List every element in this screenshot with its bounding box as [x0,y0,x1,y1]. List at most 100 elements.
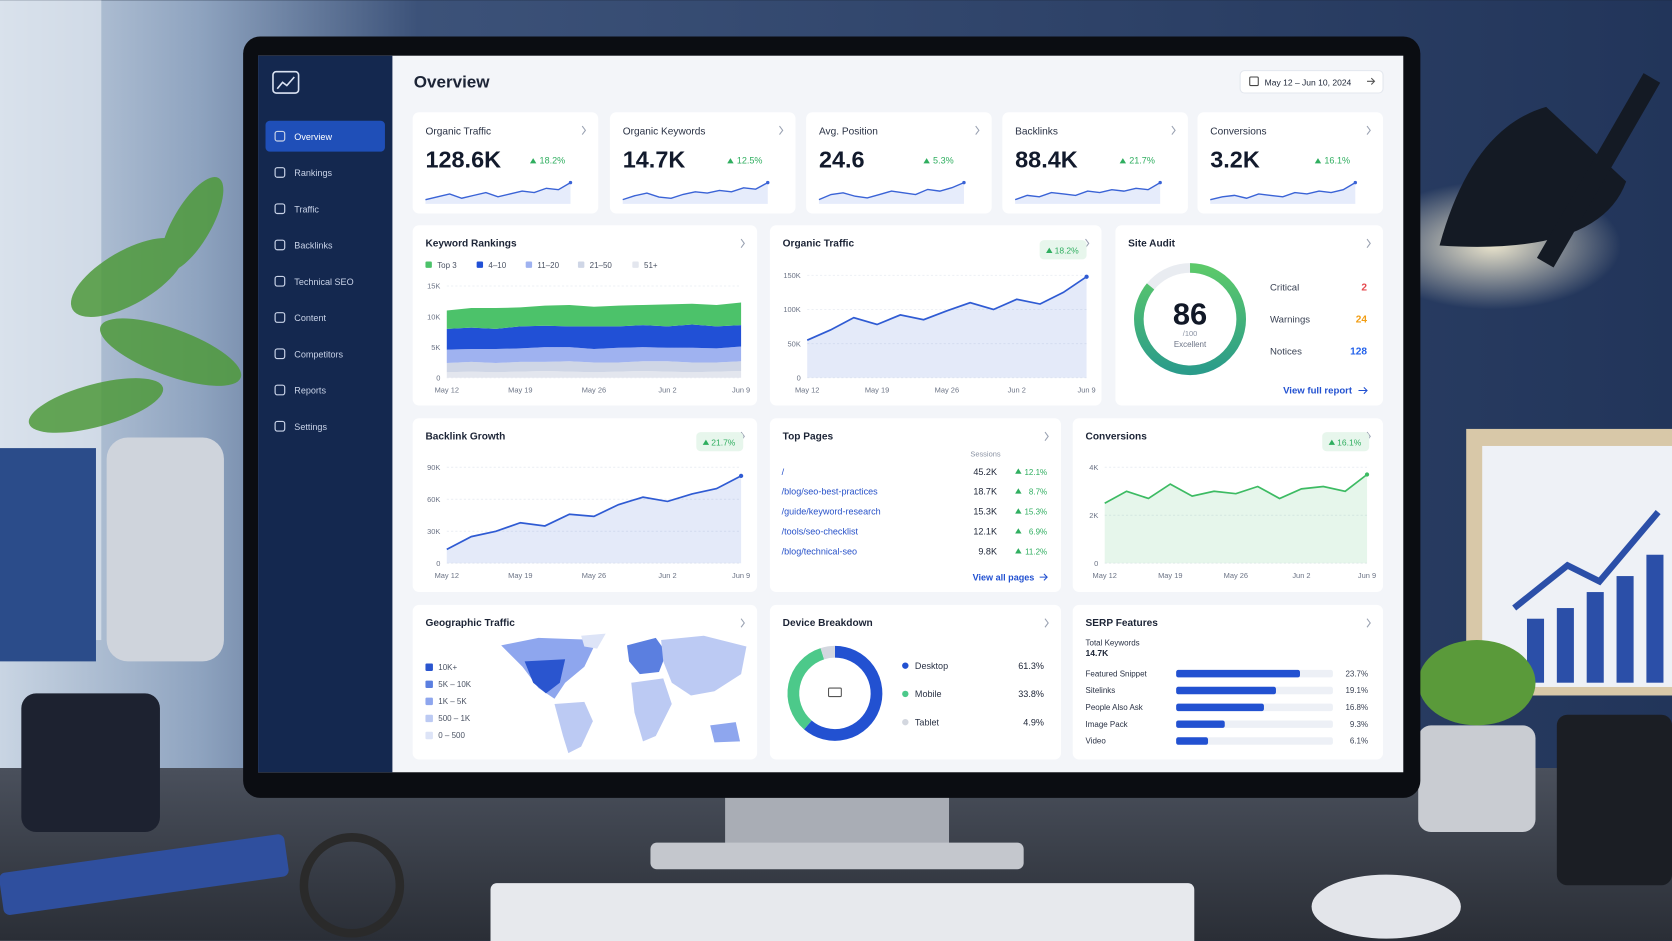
link[interactable]: View full report [1283,386,1353,397]
page-url[interactable]: /blog/technical-seo [782,547,857,557]
legend-label: Top 3 [437,261,457,270]
nav-active[interactable] [265,120,385,152]
legend-label: Mobile [915,689,942,699]
issue-label: Warnings [1270,314,1310,325]
chevron[interactable] [1085,238,1090,248]
up-arrow [727,158,734,164]
nav-icon [274,239,286,251]
bar-value: 23.7% [1345,669,1368,678]
nav-icon [274,348,286,360]
card: Organic Keywords 14.7K 12.5% [609,112,796,214]
chevron[interactable] [1044,431,1049,441]
y-tick-label: 0 [436,559,440,568]
card: Conversions 16.1% 0 2K 4K May 12 May 19 May 26 J… [1072,418,1384,593]
chevron[interactable] [1171,125,1176,135]
y-tick-label: 2K [1089,511,1098,520]
area-fill [446,475,742,564]
nav-item[interactable]: Technical SEO [294,277,353,287]
x-tick-label: May 12 [795,386,819,395]
line-end [1084,274,1089,279]
line-end [738,473,744,478]
total-label: Total Keywords [1086,638,1140,647]
sessions: 12.1K [973,527,997,537]
nav-item[interactable]: Reports [294,386,326,396]
y-tick-label: 10K [427,312,440,321]
x-tick-label: Jun 2 [1292,571,1310,580]
sessions: 45.2K [973,467,997,477]
y-tick-label: 60K [427,495,440,504]
nav-icon [274,275,286,287]
map-region [554,701,593,754]
up-arrow [1314,158,1322,164]
chevron[interactable] [1366,125,1371,135]
y-tick-label: 0 [797,373,801,382]
monitor-base [650,842,1024,870]
chevron[interactable] [740,618,745,628]
nav-item[interactable]: Settings [294,422,327,432]
y-tick-label: 15K [427,282,440,291]
nav-item[interactable]: Rankings [294,168,332,178]
nav-item[interactable]: Competitors [294,349,343,359]
bar [1176,686,1276,695]
map-region [524,659,566,694]
sparkline-end [1353,180,1358,185]
chevron[interactable] [1366,238,1371,248]
card-bg [1115,225,1384,406]
change: 8.7% [1029,488,1047,497]
card: Top Pages Sessions / 45.2K 12.1% /blog/seo-be… [769,418,1061,593]
notebook [0,834,289,915]
y-tick-label: 5K [431,343,440,352]
change: 11.2% [1025,548,1047,557]
page-url[interactable]: /tools/seo-checklist [782,527,859,537]
up-arrow [1015,508,1022,514]
nav-item[interactable]: Traffic [294,204,319,214]
date-picker[interactable]: May 12 – Jun 10, 2024 [1239,70,1384,94]
map-region [581,633,606,649]
link[interactable]: View all pages [973,572,1035,582]
kpi-change: 12.5% [737,155,763,165]
chevron[interactable] [740,238,745,248]
badge [1322,432,1370,452]
bar-track [1176,737,1333,745]
nav-item[interactable]: Overview [294,132,332,142]
badge-text: 21.7% [711,437,736,447]
nav-item[interactable]: Content [294,313,326,323]
legend-swatch [525,261,533,268]
nav-icon [274,167,286,178]
nav-icon [274,420,286,432]
chevron[interactable] [779,125,784,135]
sidebar [258,55,393,773]
nav-item[interactable]: Backlinks [294,241,333,251]
x-tick-label: Jun 9 [732,386,750,395]
page-url[interactable]: / [782,467,785,477]
chevron[interactable] [581,125,587,135]
area-fill [1104,474,1368,564]
up-arrow [1328,439,1336,445]
y-tick-label: 0 [436,373,440,382]
x-tick-label: May 12 [435,386,459,395]
y-tick-label: 4K [1089,463,1098,472]
legend-swatch [425,680,433,689]
legend-label: 21–50 [590,261,613,270]
page-url[interactable]: /blog/seo-best-practices [782,487,879,497]
stack-band [446,324,742,350]
card-title: Conversions [1086,432,1148,443]
sparkline-end [962,180,966,185]
chevron[interactable] [975,125,980,135]
x-tick-label: May 26 [582,571,606,580]
change: 12.1% [1024,468,1047,477]
up-arrow [1119,158,1127,164]
kpi-label: Backlinks [1015,127,1058,138]
legend-label: Tablet [915,717,940,727]
legend-dot [902,690,909,698]
page-url[interactable]: /guide/keyword-research [782,507,881,517]
magnifier [299,833,405,938]
date-range[interactable]: May 12 – Jun 10, 2024 [1265,78,1352,88]
card-bg [769,604,1061,760]
card-title: Backlink Growth [425,432,505,443]
card: Geographic Traffic 10K+ 5K – 10K 1K – 5K 500… [412,604,758,760]
chevron[interactable] [1366,618,1371,628]
chevron[interactable] [1044,618,1049,628]
